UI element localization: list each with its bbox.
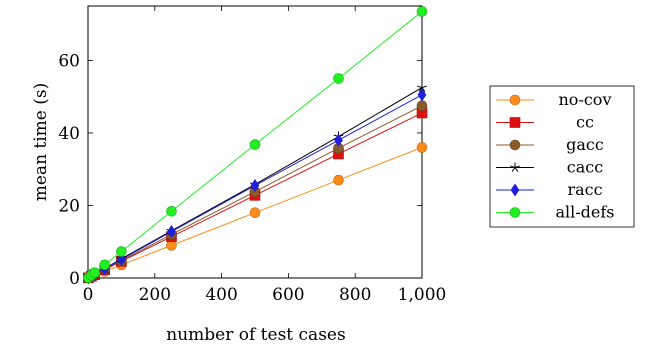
legend-label-all-defs: all-defs <box>555 203 614 222</box>
data-point-cacc <box>417 82 427 92</box>
data-point-all-defs <box>249 139 261 150</box>
legend-marker <box>509 207 521 218</box>
legend-label-no-cov: no-cov <box>559 90 612 109</box>
data-point-no-cov <box>333 174 344 186</box>
star-stroke <box>510 165 516 168</box>
x-tick-label: 800 <box>339 285 371 305</box>
data-point-all-defs <box>116 246 127 257</box>
legend-label-cacc: cacc <box>567 158 603 177</box>
data-point-racc <box>417 88 427 102</box>
star-stroke <box>421 87 426 92</box>
legend-label-gacc: gacc <box>566 135 604 154</box>
x-tick-label: 0 <box>83 285 94 305</box>
y-tick-label: 60 <box>58 51 80 71</box>
data-point-gacc <box>416 100 428 112</box>
y-tick-label: 40 <box>58 124 80 144</box>
legend-marker <box>510 183 520 197</box>
legend-marker <box>509 117 521 128</box>
legend-marker <box>509 94 521 106</box>
legend-label-cc: cc <box>576 113 594 132</box>
star-stroke <box>417 85 423 89</box>
x-tick-label: 200 <box>139 285 171 305</box>
data-point-no-cov <box>249 207 261 219</box>
legend-marker <box>509 139 521 151</box>
star-stroke <box>511 167 516 172</box>
data-point-all-defs <box>333 73 344 84</box>
data-point-all-defs <box>89 267 100 279</box>
star-stroke <box>418 87 423 92</box>
data-point-racc <box>167 225 176 239</box>
x-tick-label: 600 <box>272 285 304 305</box>
x-axis-label: number of test cases <box>166 325 345 345</box>
data-point-racc <box>117 252 126 267</box>
data-point-racc <box>250 178 260 193</box>
y-tick-label: 0 <box>69 269 80 289</box>
legend-label-racc: racc <box>567 180 602 199</box>
star-stroke <box>421 85 427 89</box>
x-tick-label: 1,000 <box>398 285 447 305</box>
data-point-all-defs <box>166 205 177 217</box>
x-tick-label: 400 <box>205 285 237 305</box>
data-point-racc <box>334 133 343 147</box>
plot-frame <box>87 5 423 279</box>
y-tick-label: 20 <box>58 196 80 216</box>
star-stroke <box>514 167 519 172</box>
y-axis-label: mean time (s) <box>31 83 51 202</box>
legend-marker <box>510 162 520 172</box>
data-point-no-cov <box>416 142 428 153</box>
data-point-all-defs <box>416 6 428 17</box>
data-point-all-defs <box>99 259 110 271</box>
star-stroke <box>514 165 520 168</box>
legend-box <box>489 85 635 228</box>
